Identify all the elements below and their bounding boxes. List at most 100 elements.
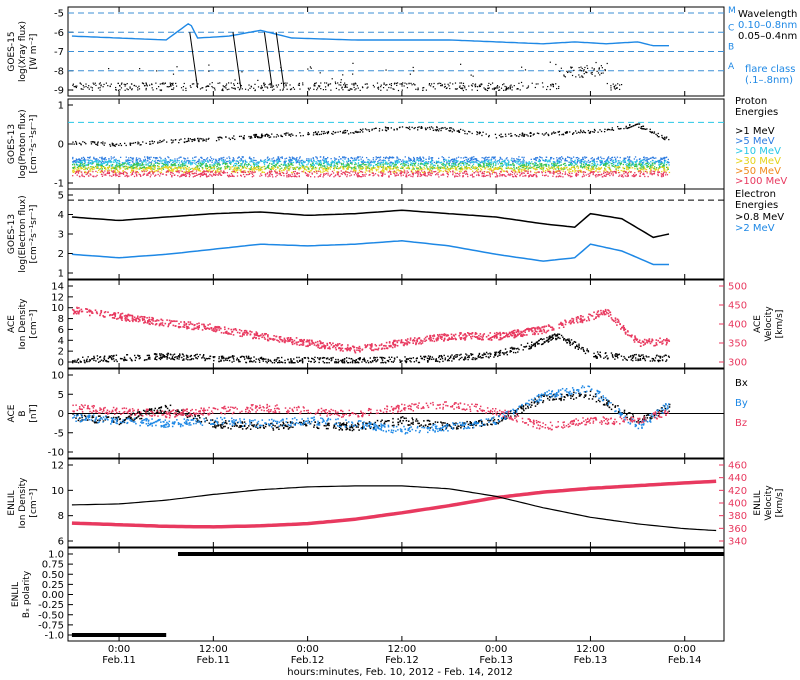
data-point (396, 160, 398, 163)
data-point (388, 157, 391, 159)
data-point (251, 169, 253, 171)
data-point (625, 168, 628, 170)
data-point (183, 161, 185, 163)
data-point (298, 167, 301, 169)
data-point (660, 157, 662, 159)
data-point (420, 126, 423, 128)
data-point (170, 166, 173, 168)
data-point (667, 166, 669, 168)
data-point (127, 168, 129, 170)
data-point (225, 136, 227, 138)
data-point (212, 169, 215, 172)
data-point (665, 160, 667, 162)
data-point (159, 168, 162, 170)
data-point (128, 166, 131, 168)
data-point (636, 165, 638, 167)
data-point (211, 164, 213, 166)
data-point (341, 87, 343, 89)
data-point (136, 168, 138, 170)
data-point (511, 89, 513, 91)
data-point (208, 159, 211, 161)
data-point (605, 170, 608, 172)
data-point (441, 167, 444, 169)
data-point (213, 163, 215, 165)
data-point (141, 161, 143, 163)
data-point (420, 167, 423, 169)
data-point (536, 164, 538, 166)
data-point (523, 156, 525, 159)
data-point (279, 89, 281, 91)
data-point (343, 156, 345, 158)
data-point (382, 163, 384, 165)
data-point (158, 86, 160, 88)
data-point (587, 168, 590, 170)
data-point (146, 174, 148, 177)
data-point (666, 161, 669, 163)
data-point (457, 175, 459, 178)
data-point (136, 161, 139, 163)
data-point (377, 163, 379, 165)
data-point (649, 167, 651, 170)
data-point (491, 166, 494, 168)
data-point (397, 167, 399, 169)
data-point (507, 167, 509, 169)
data-point (490, 83, 492, 86)
data-point (117, 171, 119, 173)
data-point (453, 130, 455, 132)
data-point (370, 160, 372, 162)
data-point (171, 171, 173, 173)
data-point (493, 88, 495, 90)
data-point (604, 169, 606, 171)
data-point (95, 167, 98, 169)
data-point (275, 84, 277, 86)
data-point (464, 130, 466, 132)
data-point (215, 140, 218, 142)
data-point (383, 156, 385, 159)
data-point (570, 159, 572, 161)
data-point (504, 85, 506, 88)
data-point (343, 168, 345, 170)
data-point (266, 161, 268, 164)
data-point (167, 156, 169, 158)
data-point (361, 129, 363, 132)
data-point (455, 159, 457, 162)
data-point (629, 126, 631, 129)
data-point (156, 70, 158, 72)
data-point (541, 166, 543, 168)
data-point (476, 159, 478, 162)
data-point (185, 164, 187, 166)
data-point (640, 163, 642, 165)
data-point (460, 164, 462, 166)
data-point (210, 166, 213, 169)
data-point (581, 166, 583, 168)
data-point (432, 129, 435, 132)
data-point (129, 161, 131, 164)
data-point (380, 84, 382, 86)
data-point (327, 156, 329, 159)
data-point (168, 165, 171, 168)
data-point (414, 165, 416, 167)
data-point (148, 157, 151, 159)
data-point (208, 170, 210, 173)
data-point (238, 135, 241, 138)
data-point (314, 171, 316, 173)
data-point (389, 162, 391, 164)
data-point (599, 171, 601, 173)
data-point (379, 157, 381, 159)
data-point (250, 164, 252, 167)
data-point (583, 73, 585, 75)
data-point (584, 164, 587, 166)
data-point (524, 69, 527, 71)
data-point (143, 85, 146, 87)
data-point (468, 160, 470, 163)
data-point (171, 176, 173, 178)
data-point (480, 84, 482, 86)
data-point (394, 171, 397, 173)
data-point (214, 161, 216, 163)
data-point (513, 169, 515, 172)
data-point (138, 88, 141, 90)
data-point (437, 164, 439, 167)
data-point (356, 85, 359, 87)
data-point (624, 160, 626, 162)
data-point (176, 66, 178, 68)
